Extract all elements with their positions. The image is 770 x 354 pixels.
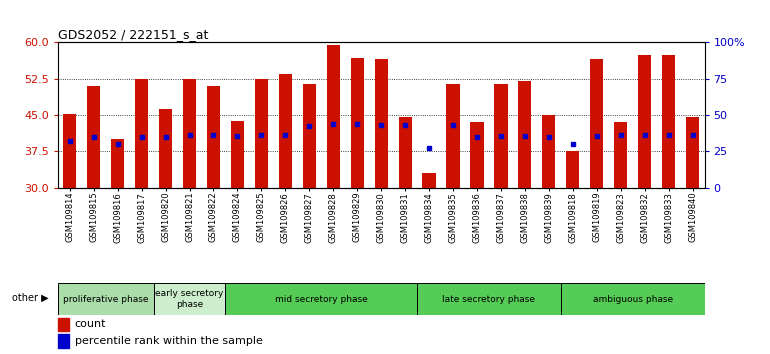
Text: GDS2052 / 222151_s_at: GDS2052 / 222151_s_at bbox=[58, 28, 208, 41]
Bar bbox=[374, 59, 388, 188]
Bar bbox=[303, 84, 316, 188]
Bar bbox=[63, 114, 76, 188]
Text: count: count bbox=[75, 319, 106, 329]
Bar bbox=[207, 86, 220, 188]
Bar bbox=[447, 84, 460, 188]
Bar bbox=[566, 152, 579, 188]
Text: late secretory phase: late secretory phase bbox=[443, 295, 535, 304]
Bar bbox=[279, 74, 292, 188]
Bar bbox=[614, 122, 628, 188]
Bar bbox=[231, 121, 244, 188]
Bar bbox=[326, 45, 340, 188]
Bar bbox=[135, 79, 148, 188]
FancyBboxPatch shape bbox=[58, 283, 153, 315]
Bar bbox=[255, 79, 268, 188]
Text: percentile rank within the sample: percentile rank within the sample bbox=[75, 336, 263, 346]
FancyBboxPatch shape bbox=[226, 283, 417, 315]
FancyBboxPatch shape bbox=[153, 283, 226, 315]
Bar bbox=[494, 84, 507, 188]
Bar bbox=[470, 122, 484, 188]
FancyBboxPatch shape bbox=[417, 283, 561, 315]
Bar bbox=[542, 115, 555, 188]
Bar bbox=[183, 79, 196, 188]
Bar bbox=[518, 81, 531, 188]
Bar bbox=[58, 318, 69, 331]
Bar bbox=[686, 118, 699, 188]
Bar bbox=[350, 58, 363, 188]
Bar bbox=[399, 118, 412, 188]
Bar bbox=[590, 59, 604, 188]
Text: mid secretory phase: mid secretory phase bbox=[275, 295, 367, 304]
Text: other ▶: other ▶ bbox=[12, 292, 49, 303]
Bar bbox=[58, 334, 69, 348]
Text: early secretory
phase: early secretory phase bbox=[156, 290, 224, 309]
Bar bbox=[159, 109, 172, 188]
Bar bbox=[423, 173, 436, 188]
Bar bbox=[87, 86, 100, 188]
Bar bbox=[111, 139, 124, 188]
Bar bbox=[638, 55, 651, 188]
Text: proliferative phase: proliferative phase bbox=[63, 295, 149, 304]
Text: ambiguous phase: ambiguous phase bbox=[593, 295, 673, 304]
Bar bbox=[662, 55, 675, 188]
FancyBboxPatch shape bbox=[561, 283, 705, 315]
